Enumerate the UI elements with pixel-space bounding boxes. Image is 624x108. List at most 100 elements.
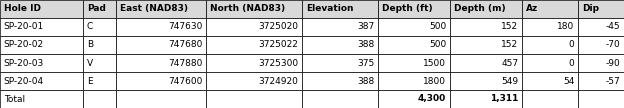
Text: 375: 375: [357, 59, 374, 68]
Text: 747630: 747630: [168, 22, 202, 32]
Bar: [522, 90, 578, 108]
Bar: [450, 54, 522, 72]
Bar: [302, 0, 378, 18]
Text: 1800: 1800: [423, 76, 446, 86]
Bar: [0, 54, 83, 72]
Text: SP-20-04: SP-20-04: [4, 76, 44, 86]
Text: -57: -57: [605, 76, 620, 86]
Bar: [378, 18, 450, 36]
Bar: [522, 36, 578, 54]
Bar: [578, 36, 624, 54]
Text: 500: 500: [429, 40, 446, 49]
Bar: [378, 36, 450, 54]
Text: 3725300: 3725300: [258, 59, 298, 68]
Text: Elevation: Elevation: [306, 5, 353, 14]
Bar: [302, 36, 378, 54]
Bar: [578, 0, 624, 18]
Bar: [450, 90, 522, 108]
Text: 0: 0: [568, 40, 574, 49]
Bar: [206, 72, 302, 90]
Bar: [206, 36, 302, 54]
Bar: [578, 72, 624, 90]
Bar: [302, 72, 378, 90]
Bar: [206, 90, 302, 108]
Bar: [116, 54, 206, 72]
Bar: [522, 0, 578, 18]
Text: 3725022: 3725022: [258, 40, 298, 49]
Text: Dip: Dip: [582, 5, 599, 14]
Bar: [302, 18, 378, 36]
Bar: [450, 36, 522, 54]
Bar: [450, 18, 522, 36]
Bar: [578, 18, 624, 36]
Bar: [378, 90, 450, 108]
Text: V: V: [87, 59, 93, 68]
Text: B: B: [87, 40, 93, 49]
Text: 1500: 1500: [423, 59, 446, 68]
Bar: [206, 54, 302, 72]
Bar: [0, 18, 83, 36]
Text: 0: 0: [568, 59, 574, 68]
Bar: [378, 54, 450, 72]
Bar: [522, 54, 578, 72]
Text: E: E: [87, 76, 92, 86]
Text: Pad: Pad: [87, 5, 105, 14]
Bar: [116, 72, 206, 90]
Bar: [206, 18, 302, 36]
Text: 747600: 747600: [168, 76, 202, 86]
Bar: [116, 0, 206, 18]
Text: SP-20-01: SP-20-01: [4, 22, 44, 32]
Text: 747680: 747680: [168, 40, 202, 49]
Bar: [378, 72, 450, 90]
Text: Hole ID: Hole ID: [4, 5, 41, 14]
Text: 388: 388: [357, 76, 374, 86]
Text: -45: -45: [606, 22, 620, 32]
Bar: [578, 54, 624, 72]
Bar: [116, 90, 206, 108]
Text: East (NAD83): East (NAD83): [120, 5, 188, 14]
Text: Depth (m): Depth (m): [454, 5, 505, 14]
Bar: [578, 90, 624, 108]
Bar: [450, 0, 522, 18]
Bar: [0, 0, 83, 18]
Bar: [83, 90, 116, 108]
Bar: [450, 72, 522, 90]
Text: SP-20-03: SP-20-03: [4, 59, 44, 68]
Bar: [206, 0, 302, 18]
Text: -90: -90: [605, 59, 620, 68]
Bar: [83, 72, 116, 90]
Bar: [116, 18, 206, 36]
Text: North (NAD83): North (NAD83): [210, 5, 285, 14]
Text: Depth (ft): Depth (ft): [382, 5, 432, 14]
Text: 549: 549: [501, 76, 519, 86]
Text: Az: Az: [526, 5, 538, 14]
Text: Total: Total: [4, 94, 25, 103]
Text: 180: 180: [557, 22, 574, 32]
Text: 387: 387: [357, 22, 374, 32]
Bar: [522, 18, 578, 36]
Bar: [83, 36, 116, 54]
Bar: [302, 90, 378, 108]
Text: 388: 388: [357, 40, 374, 49]
Text: 747880: 747880: [168, 59, 202, 68]
Bar: [83, 0, 116, 18]
Bar: [83, 54, 116, 72]
Text: 4,300: 4,300: [418, 94, 446, 103]
Text: 457: 457: [501, 59, 519, 68]
Bar: [302, 54, 378, 72]
Text: 500: 500: [429, 22, 446, 32]
Bar: [378, 0, 450, 18]
Text: -70: -70: [605, 40, 620, 49]
Text: C: C: [87, 22, 93, 32]
Bar: [116, 36, 206, 54]
Text: 54: 54: [563, 76, 574, 86]
Bar: [83, 18, 116, 36]
Text: 3724920: 3724920: [258, 76, 298, 86]
Bar: [0, 72, 83, 90]
Text: 152: 152: [501, 40, 519, 49]
Bar: [522, 72, 578, 90]
Bar: [0, 36, 83, 54]
Bar: [0, 90, 83, 108]
Text: 1,311: 1,311: [490, 94, 519, 103]
Text: 3725020: 3725020: [258, 22, 298, 32]
